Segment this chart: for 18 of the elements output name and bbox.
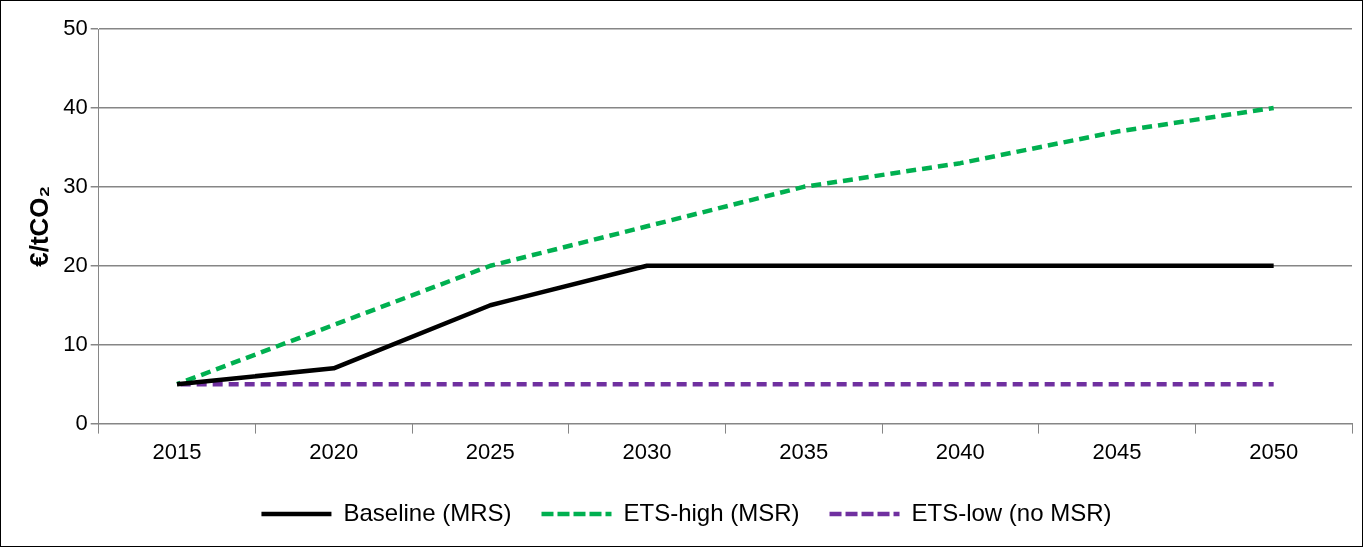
x-tick-label: 2035: [779, 438, 829, 464]
y-axis-title: €/tCO₂: [23, 185, 54, 267]
legend-label: ETS-low (no MSR): [911, 498, 1112, 526]
x-tick-label: 2020: [309, 438, 359, 464]
x-tick-label: 2045: [1092, 438, 1142, 464]
y-tick-label: 50: [63, 15, 88, 41]
y-tick-label: 10: [63, 330, 88, 356]
legend-label: Baseline (MRS): [343, 498, 512, 526]
x-tick-label: 2025: [465, 438, 515, 464]
x-tick-label: 2030: [622, 438, 672, 464]
x-tick-label: 2015: [152, 438, 202, 464]
y-tick-label: 0: [75, 409, 88, 435]
y-tick-label: 40: [63, 93, 88, 119]
legend-label: ETS-high (MSR): [623, 498, 800, 526]
x-tick-label: 2040: [935, 438, 985, 464]
y-tick-label: 30: [63, 172, 88, 198]
x-tick-label: 2050: [1249, 438, 1299, 464]
y-tick-label: 20: [63, 251, 88, 277]
